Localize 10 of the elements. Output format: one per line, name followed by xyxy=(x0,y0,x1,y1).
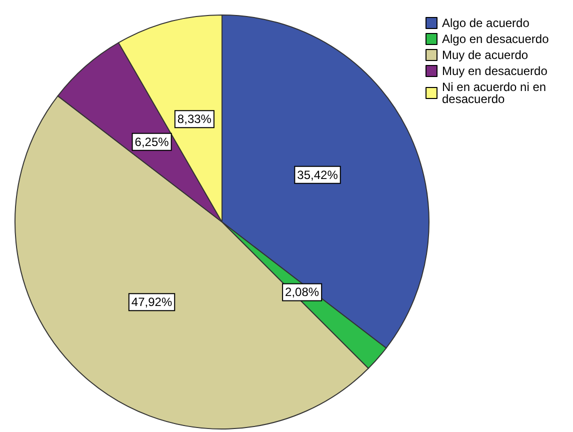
legend-label: Algo en desacuerdo xyxy=(442,32,550,46)
legend-label: Ni en acuerdo ni en desacuerdo xyxy=(442,80,550,106)
legend-label: Muy en desacuerdo xyxy=(442,64,548,78)
legend-label: Algo de acuerdo xyxy=(442,16,530,30)
data-label: 6,25% xyxy=(134,134,170,149)
data-label: 8,33% xyxy=(177,112,212,126)
legend-label: Muy de acuerdo xyxy=(442,48,528,62)
data-label: 47,92% xyxy=(131,295,172,310)
data-label: 2,08% xyxy=(285,285,320,300)
data-label: 35,42% xyxy=(297,168,338,182)
